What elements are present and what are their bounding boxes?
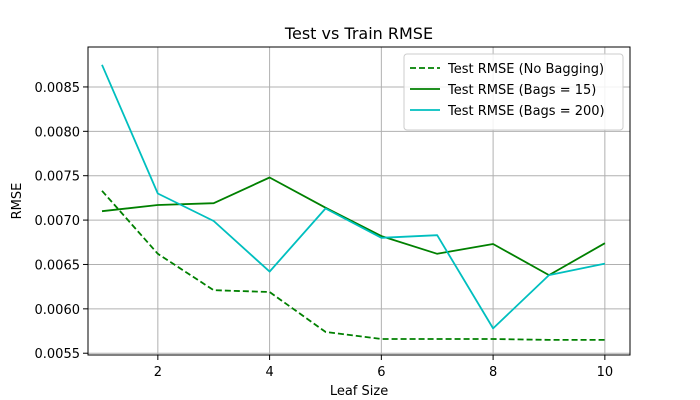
legend-box bbox=[403, 53, 624, 131]
grid bbox=[88, 47, 630, 355]
x-tick-label: 4 bbox=[265, 365, 273, 380]
y-tick-label: 0.0055 bbox=[35, 347, 81, 362]
y-axis-label: RMSE bbox=[10, 183, 25, 220]
y-tick-label: 0.0075 bbox=[35, 170, 81, 185]
series-line-3 bbox=[101, 64, 606, 330]
x-axis: 2 4 6 8 10 bbox=[154, 355, 613, 380]
series-line-2 bbox=[101, 176, 606, 277]
legend-label: Test RMSE (Bags = 200) bbox=[447, 104, 605, 119]
legend-label: Test RMSE (Bags = 15) bbox=[447, 83, 596, 98]
x-tick-label: 10 bbox=[597, 365, 614, 380]
x-axis-label: Leaf Size bbox=[330, 384, 388, 399]
legend: Test RMSE (No Bagging) Test RMSE (Bags = … bbox=[403, 53, 624, 131]
y-axis: 0.0055 0.0060 0.0065 0.0070 0.0075 0.0080 0.00… bbox=[35, 81, 88, 362]
legend-label: Test RMSE (No Bagging) bbox=[447, 62, 604, 77]
y-tick-label: 0.0080 bbox=[35, 125, 81, 140]
x-tick-label: 2 bbox=[154, 365, 162, 380]
y-tick-label: 0.0065 bbox=[35, 258, 81, 273]
chart-title: Test vs Train RMSE bbox=[284, 24, 433, 43]
plot-frame bbox=[87, 46, 631, 356]
y-tick-label: 0.0060 bbox=[35, 303, 81, 318]
x-tick-label: 6 bbox=[377, 365, 385, 380]
y-tick-label: 0.0085 bbox=[35, 81, 81, 96]
series-lines bbox=[101, 64, 606, 341]
series-line-1 bbox=[101, 190, 605, 341]
x-tick-label: 8 bbox=[489, 365, 497, 380]
y-tick-label: 0.0070 bbox=[35, 214, 81, 229]
